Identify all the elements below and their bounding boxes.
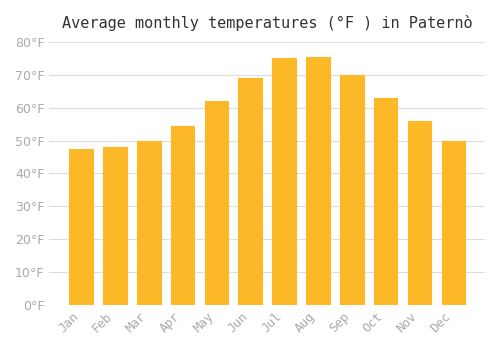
Bar xyxy=(204,101,229,305)
Bar xyxy=(272,58,296,305)
Bar xyxy=(69,149,93,305)
Bar xyxy=(306,57,330,305)
Bar xyxy=(408,121,432,305)
Bar xyxy=(137,141,160,305)
Bar xyxy=(442,141,465,305)
Bar xyxy=(170,126,194,305)
Bar xyxy=(374,98,398,305)
Title: Average monthly temperatures (°F ) in Paternò: Average monthly temperatures (°F ) in Pa… xyxy=(62,15,472,31)
Bar xyxy=(103,147,126,305)
Bar xyxy=(238,78,262,305)
Bar xyxy=(340,75,363,305)
